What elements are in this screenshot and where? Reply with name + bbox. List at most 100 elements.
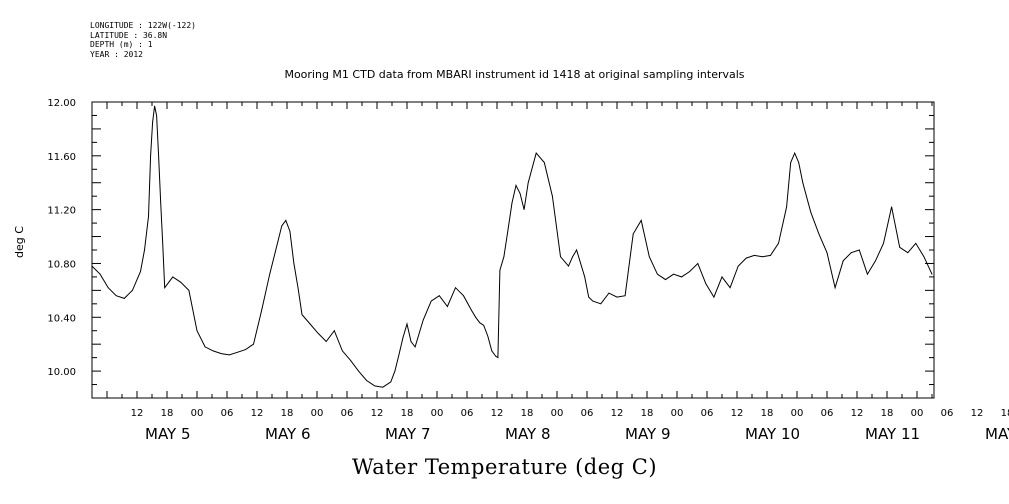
temperature-data-point — [487, 335, 489, 337]
temperature-data-point — [497, 357, 499, 358]
temperature-data-point — [410, 341, 412, 342]
temperature-data-point — [515, 185, 517, 186]
temperature-data-point — [632, 233, 634, 235]
y-axis-label: deg C — [13, 226, 26, 258]
temperature-data-point — [261, 310, 262, 311]
temperature-data-point — [158, 155, 160, 157]
temperature-data-point — [931, 273, 933, 275]
x-tick-label: 12 — [131, 408, 144, 419]
x-tick-label: 06 — [941, 408, 954, 419]
x-tick-label: 12 — [611, 408, 624, 419]
temperature-data-point — [144, 249, 145, 251]
temperature-data-point — [584, 276, 586, 278]
temperature-data-point — [923, 256, 925, 258]
temperature-data-point — [317, 333, 319, 334]
temperature-data-point — [648, 256, 650, 258]
x-tick-label: 12 — [731, 408, 744, 419]
temperature-data-point — [212, 350, 214, 352]
x-tick-label: 18 — [521, 408, 534, 419]
temperature-data-point — [483, 324, 485, 326]
x-tick-label: 18 — [641, 408, 654, 419]
x-tick-label: 00 — [911, 408, 924, 419]
temperature-data-point — [237, 351, 238, 353]
temperature-data-point — [132, 290, 133, 291]
temperature-data-point — [293, 263, 295, 264]
temperature-data-point — [91, 265, 93, 267]
x-tick-label: 12 — [851, 408, 864, 419]
x-tick-label: 06 — [581, 408, 594, 419]
x-day-label: MAY 5 — [145, 425, 191, 443]
temperature-data-point — [665, 279, 666, 280]
temperature-data-point — [721, 276, 723, 278]
temperature-data-point — [850, 252, 852, 254]
temperature-data-point — [430, 300, 432, 302]
temperature-data-point — [115, 295, 117, 297]
x-tick-label: 00 — [431, 408, 444, 419]
temperature-data-point — [753, 255, 755, 256]
x-day-label: MAY 6 — [265, 425, 311, 443]
temperature-data-point — [150, 155, 152, 157]
temperature-data-point — [154, 105, 156, 107]
temperature-data-point — [899, 246, 901, 248]
x-day-label: MAY 12 — [985, 425, 1009, 443]
temperature-data-point — [350, 359, 351, 361]
temperature-data-point — [228, 354, 230, 356]
temperature-data-point — [301, 314, 303, 315]
x-day-label: MAY 10 — [745, 425, 800, 443]
y-tick-label: 11.60 — [47, 152, 76, 163]
temperature-data-point — [616, 296, 618, 298]
temperature-data-point — [479, 322, 481, 324]
temperature-data-point — [697, 263, 699, 264]
longitude-text: LONGITUDE : 122W(-122) — [90, 21, 196, 30]
temperature-data-point — [140, 271, 141, 272]
temperature-data-point — [689, 271, 691, 272]
temperature-data-point — [277, 241, 279, 243]
x-tick-label: 00 — [671, 408, 684, 419]
temperature-data-point — [673, 273, 674, 275]
temperature-data-point — [333, 330, 335, 332]
x-tick-label: 12 — [371, 408, 384, 419]
temperature-data-point — [402, 337, 404, 338]
temperature-data-point — [471, 310, 472, 311]
temperature-data-point — [289, 230, 291, 232]
temperature-data-point — [915, 242, 917, 244]
temperature-data-point — [572, 256, 573, 258]
temperature-data-point — [907, 252, 909, 254]
temperature-data-point — [463, 295, 464, 297]
temperature-data-point — [543, 162, 545, 163]
temperature-data-point — [394, 370, 396, 372]
x-tick-label: 00 — [551, 408, 564, 419]
temperature-data-point — [447, 306, 448, 307]
temperature-data-point — [519, 193, 521, 194]
x-tick-label: 06 — [221, 408, 234, 419]
temperature-data-point — [164, 287, 166, 289]
temperature-data-point — [657, 273, 658, 275]
temperature-data-point — [148, 216, 149, 217]
temperature-data-point — [810, 211, 812, 213]
temperature-data-point — [535, 152, 537, 154]
x-day-label: MAY 7 — [385, 425, 431, 443]
temperature-data-point — [438, 295, 440, 297]
temperature-data-point — [204, 346, 206, 348]
temperature-data-point — [475, 316, 477, 318]
year-text: YEAR : 2012 — [90, 49, 143, 59]
temperature-data-point — [842, 260, 844, 262]
x-tick-label: 06 — [821, 408, 834, 419]
temperature-data-point — [608, 292, 610, 294]
temperature-data-point — [285, 220, 287, 221]
x-axis-label: Water Temperature (deg C) — [351, 455, 658, 479]
temperature-data-point — [123, 298, 125, 299]
temperature-data-point — [511, 202, 513, 204]
temperature-data-point — [568, 265, 569, 267]
x-tick-label: 18 — [401, 408, 414, 419]
x-tick-label: 18 — [881, 408, 894, 419]
x-tick-label: 12 — [251, 408, 264, 419]
y-tick-label: 10.80 — [47, 259, 76, 270]
temperature-data-point — [366, 380, 367, 381]
temperature-data-point — [867, 273, 868, 275]
temperature-data-point — [875, 260, 876, 262]
x-tick-label: 18 — [281, 408, 294, 419]
temperature-data-point — [523, 209, 525, 211]
temperature-data-point — [196, 330, 198, 332]
temperature-data-point — [507, 229, 509, 231]
